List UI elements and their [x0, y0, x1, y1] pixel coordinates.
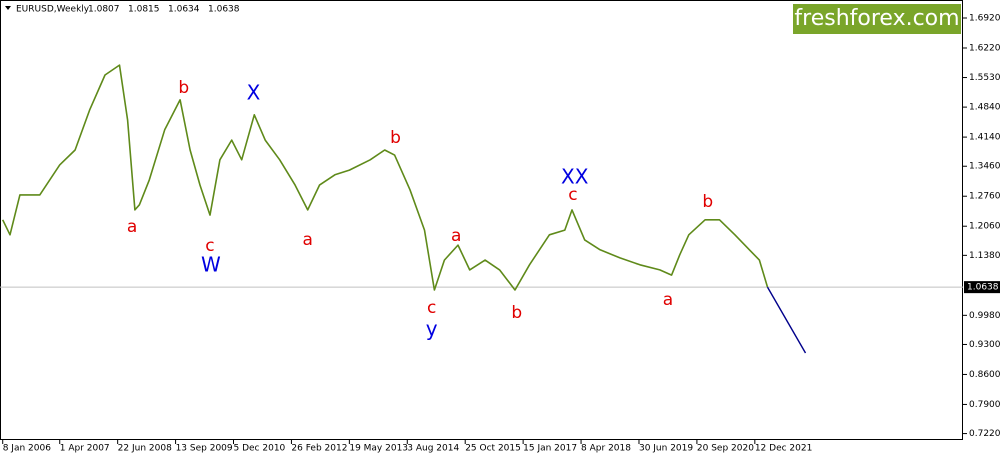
x-tick-label: 3 Aug 2014: [407, 444, 459, 454]
wave-label: XX: [561, 164, 589, 188]
ohlc-value: 1.0815: [128, 5, 160, 15]
y-tick-label: 1.4140: [969, 133, 1000, 143]
y-tick-label: 0.9300: [969, 340, 1000, 350]
y-tick-label: 1.5530: [969, 73, 1000, 83]
y-tick-label: 0.7220: [969, 429, 1000, 439]
y-tick-label: 0.8600: [969, 370, 1000, 380]
x-tick-label: 13 Sep 2009: [176, 444, 233, 454]
y-tick-label: 1.3460: [969, 162, 1000, 172]
watermark-box: [793, 4, 961, 34]
x-tick-label: 19 May 2013: [349, 444, 408, 454]
wave-label: a: [127, 217, 137, 237]
x-tick-label: 1 Apr 2007: [60, 444, 110, 454]
watermark: freshforex.com: [794, 6, 959, 31]
x-tick-label: 5 Dec 2010: [234, 444, 286, 454]
symbol-label: EURUSD,Weekly: [16, 5, 90, 15]
wave-label: b: [390, 128, 401, 148]
wave-label: y: [426, 316, 438, 340]
x-tick-label: 25 Oct 2015: [465, 444, 521, 454]
y-tick-label: 1.6220: [969, 43, 1000, 53]
wave-label: c: [568, 185, 577, 205]
menu-arrow[interactable]: [5, 6, 11, 10]
ohlc-value: 1.0634: [168, 5, 200, 15]
wave-label: c: [205, 236, 214, 256]
x-tick-label: 15 Jan 2017: [523, 444, 577, 454]
x-tick-label: 8 Apr 2018: [581, 444, 631, 454]
x-tick-label: 12 Dec 2021: [755, 444, 813, 454]
wave-label: b: [178, 78, 189, 98]
plot-frame: [0, 0, 963, 440]
wave-label: c: [427, 298, 436, 318]
x-tick-label: 8 Jan 2006: [3, 444, 51, 454]
wave-label: W: [201, 253, 221, 277]
x-tick-label: 20 Sep 2020: [697, 444, 754, 454]
x-tick-label: 22 Jun 2008: [118, 444, 172, 454]
y-tick-label: 1.4840: [969, 103, 1000, 113]
price-label-box: [964, 281, 1000, 294]
wave-label: a: [451, 226, 461, 246]
y-tick-label: 1.1380: [969, 251, 1000, 261]
forecast-line: [766, 286, 807, 354]
x-tick-label: 30 Jun 2019: [639, 444, 693, 454]
x-tick-label: 26 Feb 2012: [291, 444, 347, 454]
y-tick-label: 1.2760: [969, 192, 1000, 202]
y-tick-label: 1.6920: [969, 13, 1000, 23]
wave-label: b: [702, 192, 713, 212]
wave-label: b: [511, 303, 522, 323]
wave-label: X: [247, 80, 261, 104]
y-tick-label: 1.2060: [969, 222, 1000, 232]
price-label: 1.0638: [967, 283, 999, 293]
y-tick-label: 0.7900: [969, 400, 1000, 410]
ohlc-value: 1.0807: [88, 5, 120, 15]
ohlc-value: 1.0638: [208, 5, 240, 15]
wave-label: a: [303, 230, 313, 250]
y-tick-label: 0.9980: [969, 311, 1000, 321]
wave-label: a: [663, 290, 673, 310]
price-line-series: [1, 64, 769, 291]
